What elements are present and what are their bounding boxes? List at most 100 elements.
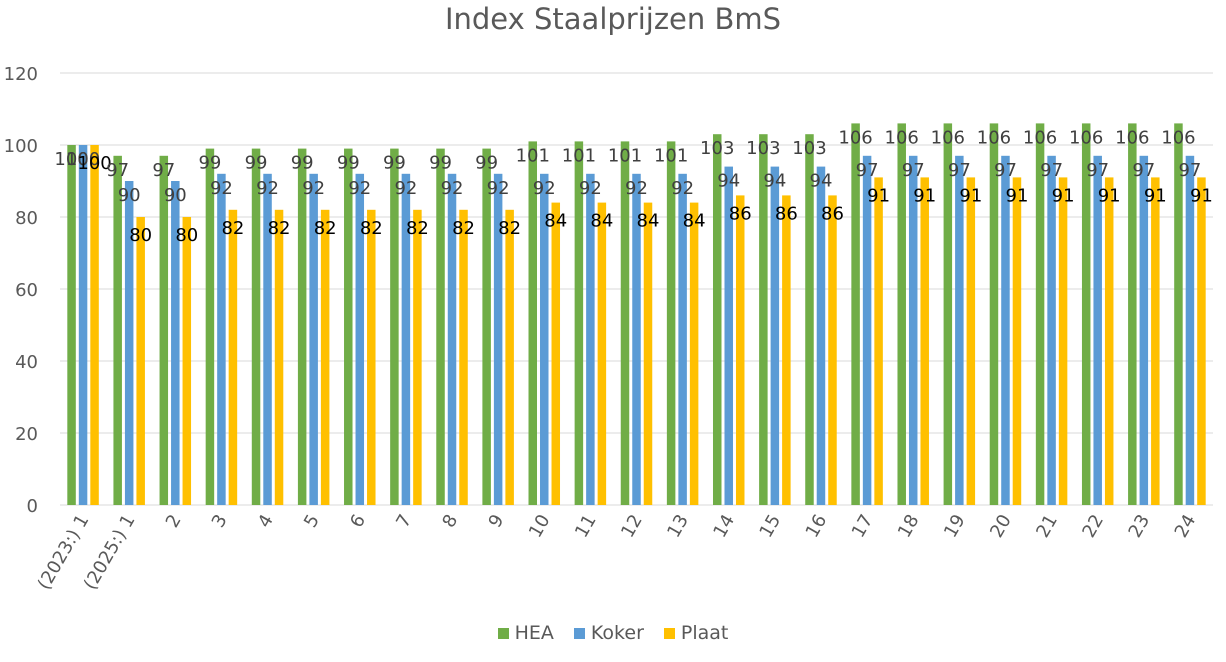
bar-plaat xyxy=(920,177,929,505)
data-label-plaat: 82 xyxy=(314,218,337,239)
x-tick-label: 2 xyxy=(162,511,186,531)
data-label-plaat: 86 xyxy=(775,203,798,224)
bar-koker xyxy=(1093,155,1102,506)
data-label-plaat: 91 xyxy=(867,185,890,206)
bar-plaat xyxy=(643,202,653,505)
data-label-plaat: 86 xyxy=(821,203,844,224)
data-label-koker: 97 xyxy=(948,160,971,181)
data-label-hea: 97 xyxy=(152,160,175,181)
bar-koker xyxy=(586,173,595,506)
data-label-hea: 97 xyxy=(106,160,129,181)
data-label-koker: 90 xyxy=(118,185,141,206)
bar-plaat xyxy=(1058,177,1068,505)
legend-item-hea: HEA xyxy=(497,622,554,644)
bar-hea xyxy=(943,123,953,506)
x-tick-label: 11 xyxy=(571,511,601,541)
bar-plaat xyxy=(505,209,514,506)
bar-koker xyxy=(955,155,964,506)
x-tick-label: 5 xyxy=(300,511,324,531)
data-label-koker: 92 xyxy=(579,178,602,199)
bar-koker xyxy=(263,173,272,506)
bar-plaat xyxy=(782,195,791,505)
bar-hea xyxy=(1128,123,1137,506)
data-label-koker: 92 xyxy=(302,178,325,199)
bar-hea xyxy=(436,148,445,505)
x-tick-label: 18 xyxy=(894,511,924,541)
bar-koker xyxy=(724,166,733,505)
y-tick-label: 60 xyxy=(15,280,38,301)
bar-plaat xyxy=(90,145,99,505)
bar-koker xyxy=(862,155,872,506)
y-tick-label: 40 xyxy=(15,352,38,373)
x-tick-label: 6 xyxy=(346,511,370,531)
data-label-hea: 106 xyxy=(1115,127,1149,148)
y-tick-label: 120 xyxy=(4,64,38,85)
y-tick-label: 20 xyxy=(15,424,38,445)
data-label-plaat: 91 xyxy=(1006,185,1029,206)
bar-hea xyxy=(1174,123,1183,506)
chart-title: Index Staalprijzen BmS xyxy=(444,2,782,36)
bar-plaat xyxy=(689,202,699,505)
legend-label: Plaat xyxy=(680,622,729,644)
bar-plaat xyxy=(413,209,422,506)
legend-label: HEA xyxy=(514,622,554,644)
bar-hea xyxy=(989,123,999,506)
bar-hea xyxy=(344,148,353,505)
x-tick-label: 7 xyxy=(392,511,416,531)
bar-plaat xyxy=(367,209,376,506)
data-label-hea: 106 xyxy=(1161,127,1195,148)
data-label-plaat: 82 xyxy=(452,218,475,239)
bar-hea xyxy=(1081,123,1091,506)
data-label-plaat: 80 xyxy=(129,225,152,246)
bar-koker xyxy=(447,173,457,506)
bar-plaat xyxy=(320,209,330,506)
data-label-koker: 97 xyxy=(902,160,925,181)
bar-plaat xyxy=(1151,177,1160,505)
bar-koker xyxy=(908,155,918,506)
bar-plaat xyxy=(136,217,145,505)
x-tick-label: 14 xyxy=(709,511,739,541)
bar-plaat xyxy=(597,202,607,505)
legend-item-koker: Koker xyxy=(573,622,644,644)
bar-koker xyxy=(217,173,226,506)
data-label-hea: 101 xyxy=(654,145,688,166)
data-label-hea: 99 xyxy=(383,153,406,174)
data-label-hea: 101 xyxy=(608,145,642,166)
bar-koker xyxy=(770,166,780,505)
bar-hea xyxy=(712,134,722,505)
bar-koker xyxy=(493,173,503,506)
x-tick-label: 22 xyxy=(1078,511,1108,541)
bar-koker xyxy=(1139,155,1149,506)
data-label-koker: 90 xyxy=(164,185,187,206)
bar-hea xyxy=(251,148,261,505)
data-label-plaat: 82 xyxy=(406,218,429,239)
bar-koker xyxy=(1185,155,1195,506)
data-label-plaat: 84 xyxy=(590,211,613,232)
x-tick-label: 9 xyxy=(485,511,509,531)
legend-swatch xyxy=(497,627,509,639)
chart-legend: HEA Koker Plaat xyxy=(0,622,1226,644)
bar-koker xyxy=(1047,155,1056,506)
bar-koker xyxy=(309,173,318,506)
bar-hea xyxy=(297,148,307,505)
bar-plaat xyxy=(1104,177,1114,505)
bar-plaat xyxy=(966,177,976,505)
bar-hea xyxy=(574,141,584,505)
y-tick-label: 0 xyxy=(27,496,38,517)
legend-swatch xyxy=(663,627,675,639)
data-label-plaat: 91 xyxy=(1144,185,1167,206)
data-label-plaat: 82 xyxy=(498,218,521,239)
bar-koker xyxy=(540,173,549,506)
data-label-koker: 94 xyxy=(717,171,740,192)
data-label-hea: 103 xyxy=(792,138,826,159)
x-tick-label: 16 xyxy=(802,511,832,541)
bar-koker xyxy=(171,181,180,505)
x-tick-label: 24 xyxy=(1171,511,1201,541)
bar-plaat xyxy=(274,209,284,506)
data-label-koker: 92 xyxy=(671,178,694,199)
bar-hea xyxy=(666,141,676,505)
data-label-hea: 99 xyxy=(475,153,498,174)
data-label-plaat: 91 xyxy=(1190,185,1213,206)
bar-hea xyxy=(390,148,399,505)
bar-hea xyxy=(897,123,906,506)
